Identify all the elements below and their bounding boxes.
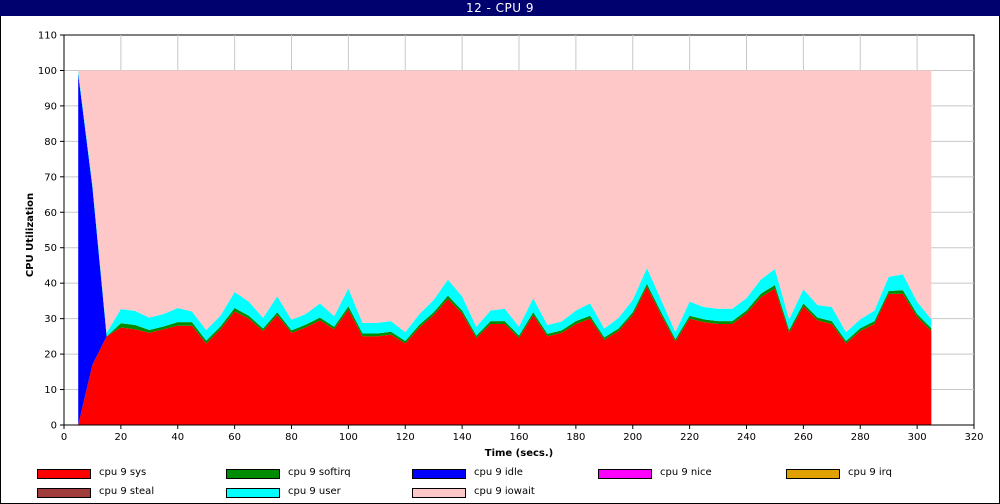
legend-swatch [37,488,91,498]
y-tick-label: 90 [44,101,57,112]
legend-label: cpu 9 user [288,486,341,497]
legend-swatch [786,469,840,479]
legend-swatch [412,469,466,479]
y-tick-label: 70 [44,172,57,183]
x-tick-label: 60 [228,432,241,443]
y-tick-label: 110 [38,31,57,42]
x-tick-label: 80 [285,432,298,443]
y-tick-label: 50 [44,243,57,254]
x-tick-label: 280 [851,432,870,443]
y-tick-label: 10 [44,385,57,396]
x-tick-label: 200 [623,432,642,443]
x-tick-label: 260 [794,432,813,443]
x-tick-label: 300 [908,432,927,443]
y-tick-label: 80 [44,137,57,148]
x-axis-label: Time (secs.) [485,448,554,459]
x-tick-label: 160 [509,432,528,443]
series-areas [78,70,932,425]
legend-swatch [412,488,466,498]
legend-label: cpu 9 iowait [474,486,535,497]
x-tick-label: 20 [115,432,128,443]
legend-swatch [226,469,280,479]
x-tick-label: 220 [680,432,699,443]
legend-swatch [37,469,91,479]
x-tick-label: 140 [453,432,472,443]
x-tick-label: 40 [171,432,184,443]
y-tick-label: 20 [44,350,57,361]
x-ticks: 0 20 40 60 80 100 120 140 160 180 200 220 240 260 280 3… [61,425,984,443]
window-title: 12 - CPU 9 [0,0,1000,16]
cpu-utilization-chart: 0 20 40 60 80 100 120 140 160 180 200 220 240 260 280 3… [25,31,984,460]
series-area-cpu-9-iowait [78,70,932,333]
legend-label: cpu 9 nice [660,467,712,478]
legend-label: cpu 9 softirq [288,467,351,478]
y-tick-label: 0 [51,421,57,432]
y-tick-label: 60 [44,208,57,219]
legend-swatch [598,469,652,479]
legend-label: cpu 9 sys [99,467,147,478]
x-tick-label: 0 [61,432,67,443]
legend-label: cpu 9 idle [474,467,523,478]
y-tick-label: 30 [44,314,57,325]
x-tick-label: 240 [737,432,756,443]
y-tick-label: 100 [38,66,57,77]
legend-label: cpu 9 irq [848,467,892,478]
y-axis-label: CPU Utilization [25,193,36,277]
y-ticks: 0 10 20 30 40 50 60 70 80 90 100 110 [38,31,64,432]
x-tick-label: 320 [964,432,983,443]
x-tick-label: 180 [566,432,585,443]
series-area-cpu-9-sys [78,286,932,425]
legend: cpu 9 sys cpu 9 softirq cpu 9 idle cpu 9 ni… [0,462,1000,502]
x-tick-label: 120 [396,432,415,443]
legend-swatch [226,488,280,498]
y-tick-label: 40 [44,279,57,290]
legend-label: cpu 9 steal [99,486,155,497]
x-tick-label: 100 [339,432,358,443]
